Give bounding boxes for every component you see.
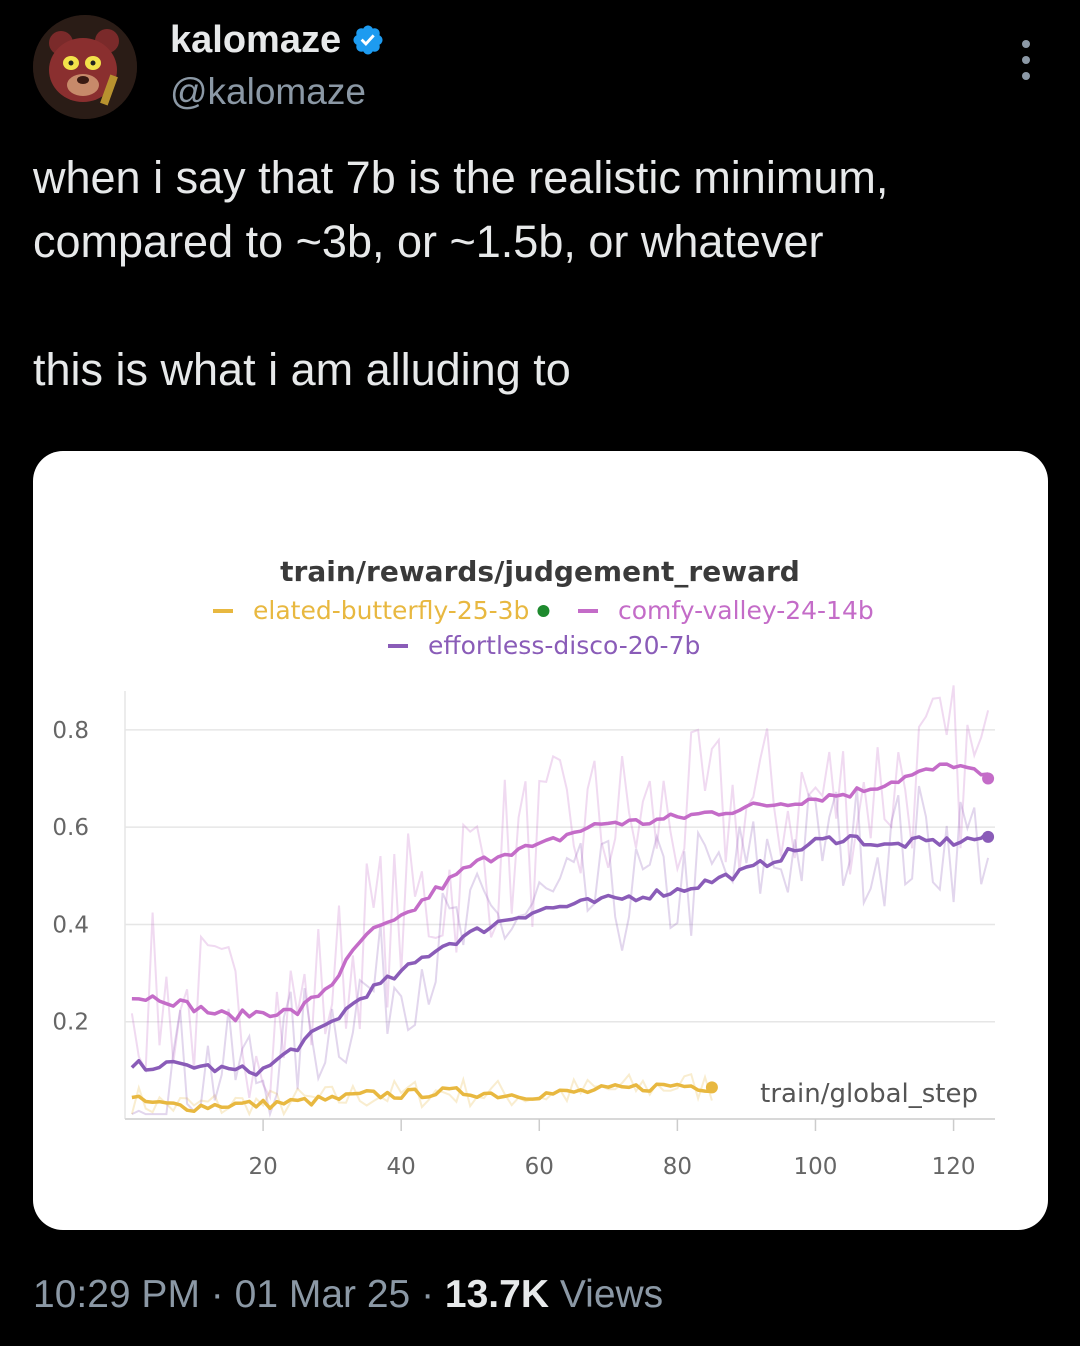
x-tick-label: 100 bbox=[794, 1154, 838, 1180]
more-dot-icon bbox=[1022, 56, 1030, 64]
y-tick-label: 0.8 bbox=[52, 718, 89, 744]
raw-series-line bbox=[130, 685, 990, 1101]
raw-series-line bbox=[130, 1072, 713, 1117]
series-line bbox=[131, 762, 989, 1023]
tweet-date[interactable]: 01 Mar 25 bbox=[234, 1273, 411, 1316]
series-line bbox=[130, 830, 990, 1077]
legend-label: effortless-disco-20-7b bbox=[428, 631, 700, 660]
x-tick-label: 20 bbox=[248, 1154, 277, 1180]
more-dot-icon bbox=[1022, 72, 1030, 80]
y-tick-label: 0.4 bbox=[52, 912, 89, 938]
legend-status-dot bbox=[537, 605, 550, 617]
series-line bbox=[131, 1082, 713, 1114]
chart-title: train/rewards/judgement_reward bbox=[280, 555, 800, 588]
views-count: 13.7K bbox=[444, 1273, 549, 1316]
tweet-time[interactable]: 10:29 PM bbox=[33, 1273, 200, 1316]
views-label: Views bbox=[559, 1273, 664, 1316]
tweet-text-line: compared to ~3b, or ~1.5b, or whatever bbox=[33, 216, 824, 267]
tweet-media-image[interactable]: train/rewards/judgement_reward elated-bu… bbox=[33, 451, 1048, 1230]
meta-separator: · bbox=[210, 1273, 224, 1316]
tweet-text: when i say that 7b is the realistic mini… bbox=[33, 146, 1043, 402]
legend-label: elated-butterfly-25-3b bbox=[253, 596, 529, 625]
more-options-button[interactable] bbox=[1014, 40, 1038, 80]
x-tick-label: 60 bbox=[525, 1154, 554, 1180]
tweet-text-line: when i say that 7b is the realistic mini… bbox=[33, 152, 889, 203]
raw-series-line bbox=[131, 785, 990, 1118]
x-tick-label: 80 bbox=[663, 1154, 692, 1180]
more-dot-icon bbox=[1022, 40, 1030, 48]
y-tick-label: 0.2 bbox=[52, 1010, 89, 1036]
x-axis-label: train/global_step bbox=[760, 1079, 978, 1109]
x-tick-label: 40 bbox=[387, 1154, 416, 1180]
x-tick-label: 120 bbox=[932, 1154, 976, 1180]
series-end-point bbox=[982, 830, 995, 843]
reward-chart: train/rewards/judgement_reward elated-bu… bbox=[52, 555, 995, 1180]
chart-ticks: 0.2 0.4 0.6 0.8 20 40 60 80 100 120 bbox=[52, 718, 975, 1180]
y-tick-label: 0.6 bbox=[52, 815, 89, 841]
chart-legend: elated-butterfly-25-3b comfy-valley-24-14… bbox=[213, 596, 874, 660]
chart-raw-series bbox=[130, 685, 990, 1118]
tweet-meta: 10:29 PM · 01 Mar 25 · 13.7K Views bbox=[33, 1267, 663, 1323]
avatar[interactable] bbox=[33, 15, 137, 119]
author-name-text: kalomaze bbox=[170, 19, 342, 61]
series-end-point bbox=[705, 1081, 718, 1094]
legend-label: comfy-valley-24-14b bbox=[618, 596, 874, 625]
chart-grid bbox=[124, 691, 995, 1120]
meta-separator: · bbox=[421, 1273, 435, 1316]
series-end-point bbox=[982, 772, 995, 785]
author-display-name[interactable]: kalomaze bbox=[170, 18, 385, 62]
chart-series-lines bbox=[130, 762, 995, 1114]
author-handle[interactable]: @kalomaze bbox=[170, 71, 366, 112]
bear-avatar-icon bbox=[33, 15, 137, 119]
tweet-text-line: this is what i am alluding to bbox=[33, 344, 571, 395]
verified-badge-icon bbox=[353, 25, 383, 55]
